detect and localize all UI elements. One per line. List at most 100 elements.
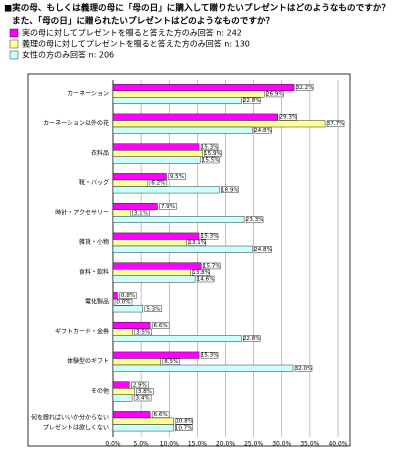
value-label: 26.9% xyxy=(266,91,284,97)
value-label: 14.6% xyxy=(197,277,215,283)
bar xyxy=(112,424,174,432)
bar xyxy=(112,245,253,253)
bar xyxy=(112,292,118,300)
value-label-box xyxy=(266,90,284,98)
bar xyxy=(112,216,245,224)
value-label-box xyxy=(295,84,314,91)
value-label: 2.9% xyxy=(133,382,147,388)
x-tick-label: 10.0% xyxy=(160,441,179,448)
y-tick-label: 雑貨・小物 xyxy=(79,238,109,246)
x-tick-label: 25.0% xyxy=(244,441,263,448)
value-label-box xyxy=(133,394,152,402)
legend-swatch xyxy=(9,50,19,60)
bar xyxy=(112,156,201,164)
y-tick-label: 何を贈ればいいか分からない xyxy=(31,413,109,421)
value-label: 6.2% xyxy=(151,181,165,187)
y-tick-label: その他 xyxy=(91,387,109,395)
value-label: 15.7% xyxy=(203,263,221,269)
bar xyxy=(112,83,295,91)
value-label-box xyxy=(144,305,163,312)
value-label: 3.5% xyxy=(136,329,150,335)
value-label-box xyxy=(203,262,221,270)
value-label: 15.9% xyxy=(204,151,222,157)
chart-subtitle: また、「母の日」に贈られたいプレゼントはどのようなものですか？ xyxy=(12,15,274,27)
bar xyxy=(112,202,158,210)
value-label: 10.7% xyxy=(175,425,193,431)
value-label-box xyxy=(279,114,298,121)
value-label-box xyxy=(149,180,168,187)
bar xyxy=(112,179,149,187)
bar xyxy=(112,97,242,104)
value-label-box xyxy=(159,203,177,210)
y-tick-label: プレゼントは欲しくない xyxy=(43,423,109,431)
value-label-box xyxy=(243,335,261,342)
bar xyxy=(112,90,265,98)
value-label-box xyxy=(188,239,206,246)
value-label: 24.8% xyxy=(254,128,272,134)
bar xyxy=(112,239,187,247)
value-label: 24.8% xyxy=(254,247,272,253)
value-label-box xyxy=(162,358,181,365)
value-label-box xyxy=(119,292,137,299)
x-tick-label: 40.0% xyxy=(328,441,347,448)
value-label-box xyxy=(245,216,264,223)
x-tick-label: 0.0% xyxy=(105,441,121,448)
value-label: 7.9% xyxy=(161,204,175,210)
legend-label: 義理の母に対してプレゼントを贈ると答えた方のみ回答 n: 130 xyxy=(22,39,250,49)
y-tick-label: ギフトカード・金券 xyxy=(55,327,109,335)
legend-swatch xyxy=(9,39,19,49)
value-label: 32.2% xyxy=(296,85,314,91)
chart-frame xyxy=(27,73,351,447)
value-label: 15.5% xyxy=(202,158,220,164)
value-label-box xyxy=(131,381,149,389)
value-label-box xyxy=(196,275,215,283)
bar xyxy=(112,143,200,151)
bar xyxy=(112,417,174,425)
x-tick-label: 5.0% xyxy=(134,441,150,448)
value-label-box xyxy=(294,365,313,372)
legend-label: 女性の方のみ回答 n: 206 xyxy=(22,50,114,60)
value-label: 18.9% xyxy=(221,187,239,193)
bar xyxy=(112,321,151,329)
value-label-box xyxy=(326,120,345,127)
value-label-box xyxy=(243,97,261,104)
bar xyxy=(112,232,200,240)
value-label-box xyxy=(192,269,210,276)
value-label: 32.0% xyxy=(295,366,313,372)
value-label-box xyxy=(200,143,219,151)
bar xyxy=(112,411,151,419)
value-label-box xyxy=(134,328,152,336)
value-label: 8.5% xyxy=(164,359,178,365)
bar xyxy=(112,381,130,389)
bar xyxy=(112,388,135,395)
value-label-box xyxy=(136,388,154,395)
value-label-box xyxy=(168,173,186,180)
value-label: 5.3% xyxy=(146,306,160,312)
bar xyxy=(112,150,203,157)
value-label-box xyxy=(221,186,239,193)
value-label: 3.8% xyxy=(138,389,152,395)
legend-label: 実の母に対してプレゼントを贈ると答えた方のみ回答 n: 242 xyxy=(22,28,242,38)
value-label: 6.6% xyxy=(154,323,168,329)
legend-swatch xyxy=(9,28,19,38)
value-label-box xyxy=(200,352,219,359)
bar xyxy=(112,275,196,283)
value-label-box xyxy=(174,424,193,431)
bar xyxy=(112,364,294,372)
bar xyxy=(112,120,326,128)
value-label: 15.3% xyxy=(201,234,219,240)
value-label-box xyxy=(200,233,219,240)
y-tick-label: 電化製品 xyxy=(85,298,109,306)
value-label-box xyxy=(151,411,170,418)
bar xyxy=(112,328,133,336)
value-label: 23.3% xyxy=(246,217,264,223)
bar xyxy=(112,173,167,181)
value-label: 13.1% xyxy=(188,240,206,246)
y-tick-label: 体験型のギフト xyxy=(67,357,109,365)
y-tick-label: 食料・飲料 xyxy=(79,268,109,276)
x-tick-label: 15.0% xyxy=(188,441,207,448)
value-label: 15.3% xyxy=(201,353,219,359)
bar xyxy=(112,305,144,313)
bar xyxy=(112,186,220,194)
